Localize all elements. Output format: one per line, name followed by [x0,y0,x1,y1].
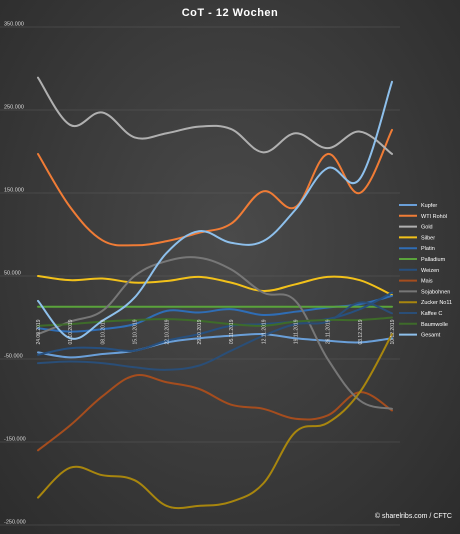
x-axis-ticks: 24.09.2019 01.10.2019 08.10.2019 15.10.2019… [36,319,396,344]
x-tick-label: 19.11.2019 [293,319,299,344]
x-tick-label: 29.10.2019 [197,319,203,344]
legend-label: Platin [421,246,435,252]
y-tick-label: 50.000 [4,271,21,277]
series-line-sojabohnen [37,256,393,410]
x-tick-label: 24.09.2019 [36,319,42,344]
series-line-wti-roh-l [37,128,393,247]
x-tick-label: 15.10.2019 [133,319,139,344]
legend: Kupfer WTI Rohöl Gold Silber Platin Palladium… [399,203,452,339]
x-tick-label: 05.11.2019 [229,319,235,344]
series-line-mais [37,374,393,452]
series-lines [37,76,393,510]
legend-label: WTI Rohöl [421,214,447,220]
legend-label: Mais [421,279,433,285]
series-line-weizen [37,291,393,356]
legend-label: Silber [421,235,435,241]
x-tick-label: 08.10.2019 [100,319,106,344]
chart-title: CoT - 12 Wochen [182,7,279,19]
x-tick-label: 22.10.2019 [165,319,171,344]
x-tick-label: 10.12.2019 [390,319,396,344]
grid [0,26,400,526]
source-credit: © sharelribs.com / CFTC [375,512,452,520]
y-tick-label: -50.000 [4,354,23,360]
y-tick-label: 350.000 [4,22,24,28]
y-tick-label: 250.000 [4,105,24,111]
legend-label: Kupfer [421,203,437,209]
y-tick-label: 150.000 [4,188,24,194]
legend-label: Weizen [421,268,439,274]
legend-label: Gesamt [421,333,441,339]
x-tick-label: 26.11.2019 [326,319,332,344]
series-line-silber [37,275,393,297]
x-tick-label: 12.11.2019 [261,319,267,344]
y-tick-label: -250.000 [4,520,26,526]
x-tick-label: 03.12.2019 [358,319,364,344]
series-line-kupfer [37,333,393,359]
legend-label: Kaffee C [421,311,442,317]
legend-label: Sojabohnen [421,289,450,295]
y-tick-label: -150.000 [4,437,26,443]
series-line-baumwolle [37,316,393,327]
series-line-gold [37,76,393,155]
legend-label: Gold [421,225,433,231]
y-axis-ticks: 350.000 250.000 150.000 50.000 -50.000 -150.0… [4,22,26,526]
series-line-zucker-no11 [37,333,393,510]
legend-label: Baumwolle [421,322,448,328]
legend-label: Zucker No11 [421,300,452,306]
x-tick-label: 01.10.2019 [68,319,74,344]
series-line-gesamt [37,80,393,340]
legend-label: Palladium [421,257,446,263]
